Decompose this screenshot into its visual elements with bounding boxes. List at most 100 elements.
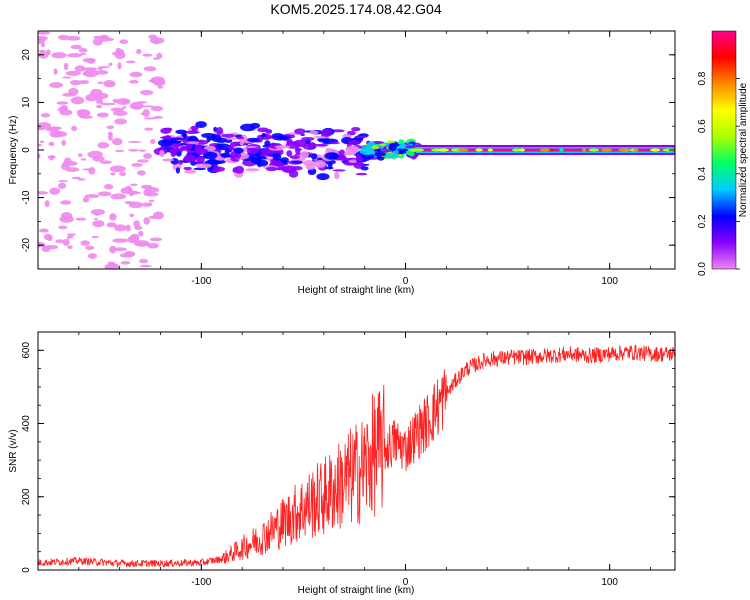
spectral-blob (143, 66, 157, 72)
spectral-blob (332, 169, 346, 172)
spectral-blob (85, 94, 98, 102)
spectral-blob (49, 82, 64, 88)
snr-x-ticks: -100 0 100 (37, 332, 651, 588)
spectral-blob (105, 37, 114, 42)
colorbar: 0.0 0.2 0.4 0.6 0.8 Normalized spectral ampl… (697, 30, 749, 276)
spectral-blob (62, 161, 78, 167)
spectral-blob (38, 31, 51, 35)
x-tick-label: 100 (601, 577, 618, 588)
spectral-blob (161, 158, 175, 162)
y-tick-label: 200 (21, 488, 32, 505)
spectral-blob (44, 200, 50, 208)
spectral-blob (110, 107, 125, 112)
spectral-blob (78, 109, 91, 117)
spectral-blob (180, 142, 187, 146)
spectral-blob (38, 35, 48, 41)
spectral-blob (124, 251, 136, 257)
spectral-blob (110, 193, 127, 200)
spectral-blob (274, 145, 291, 149)
spectral-blob (354, 135, 368, 139)
spectral-blob (213, 159, 226, 164)
spectral-blob (129, 105, 140, 109)
spectral-blob (91, 235, 99, 239)
spectral-blob (112, 247, 128, 252)
spectral-blob (112, 238, 129, 243)
spectral-blob (65, 36, 81, 41)
spectral-blob (220, 152, 231, 158)
spectral-blob (310, 153, 318, 160)
x-tick-label: -100 (191, 577, 211, 588)
spectral-blob (139, 89, 154, 96)
spectral-blob (511, 148, 522, 152)
spectral-blob (316, 173, 330, 181)
spectral-blob (114, 224, 127, 232)
spectral-blob (272, 153, 282, 161)
spectral-blob (97, 191, 112, 197)
spectral-blob (104, 263, 120, 269)
spectral-blob (112, 98, 120, 103)
spectral-blob (69, 79, 82, 86)
spectral-blob (80, 158, 87, 161)
spectral-blob (125, 60, 136, 64)
spectral-blob (38, 153, 41, 159)
spectral-blob (416, 148, 424, 152)
spectral-blob (56, 101, 69, 105)
spectral-blob (58, 180, 68, 183)
spectral-blob (71, 125, 78, 132)
spectral-blob (74, 65, 86, 72)
spectral-blob (78, 48, 88, 53)
spectral-blob (184, 169, 197, 174)
spectral-blob (136, 159, 149, 163)
spectral-blob (138, 149, 146, 152)
spectral-blob (97, 81, 104, 85)
spectral-blob (88, 167, 96, 175)
colorbar-ticks: 0.0 0.2 0.4 0.6 0.8 (697, 71, 740, 276)
spectral-blob (97, 67, 104, 70)
spectral-blob (142, 53, 153, 57)
spectral-blob (301, 136, 315, 141)
spectral-blob (291, 160, 303, 164)
snr-y-ticks: 0 200 400 600 (21, 331, 675, 573)
spectral-blob (70, 96, 85, 105)
spectral-blob (70, 44, 83, 50)
spectral-blob (79, 115, 93, 119)
snr-panel: -100 0 100 0 200 400 600 Height of straight l… (8, 331, 676, 596)
spectral-blob (234, 165, 245, 174)
spectral-blob (94, 70, 109, 75)
spectral-blob (82, 197, 90, 203)
y-tick-label: 20 (21, 49, 32, 61)
spectral-blob (281, 165, 297, 174)
spectral-blob (138, 258, 149, 264)
spectral-blob (634, 148, 639, 152)
colorbar-tick-label: 0.6 (697, 119, 708, 133)
spectral-blob (602, 148, 613, 152)
spectral-blob (136, 170, 146, 176)
spectral-blob (116, 98, 131, 106)
y-tick-label: -10 (21, 190, 32, 205)
spectral-blob (169, 137, 185, 141)
spectral-blob (147, 202, 153, 207)
spectral-blob (114, 149, 125, 153)
spectral-blob (90, 208, 105, 216)
spectral-blob (347, 140, 361, 145)
spectral-blob (215, 137, 227, 143)
spectral-blob (334, 171, 340, 180)
spectral-blob (122, 105, 127, 109)
spectral-blob (373, 152, 387, 157)
spectral-blob (206, 135, 211, 143)
spectral-blob (203, 151, 218, 160)
spectral-blob (100, 102, 116, 106)
spectral-blob (152, 57, 160, 60)
spectral-blob (176, 151, 182, 157)
spectral-blob (143, 153, 153, 159)
spectral-blob (389, 145, 397, 152)
spectral-blob (96, 104, 103, 109)
spectral-blob (124, 201, 136, 205)
spectral-blob (143, 217, 151, 225)
spectral-blob (154, 37, 160, 45)
spectral-blob (317, 137, 331, 143)
spectral-blob (48, 126, 62, 131)
spectral-blob (38, 191, 49, 195)
spectral-blob (130, 183, 138, 187)
spectral-blob (345, 145, 360, 154)
